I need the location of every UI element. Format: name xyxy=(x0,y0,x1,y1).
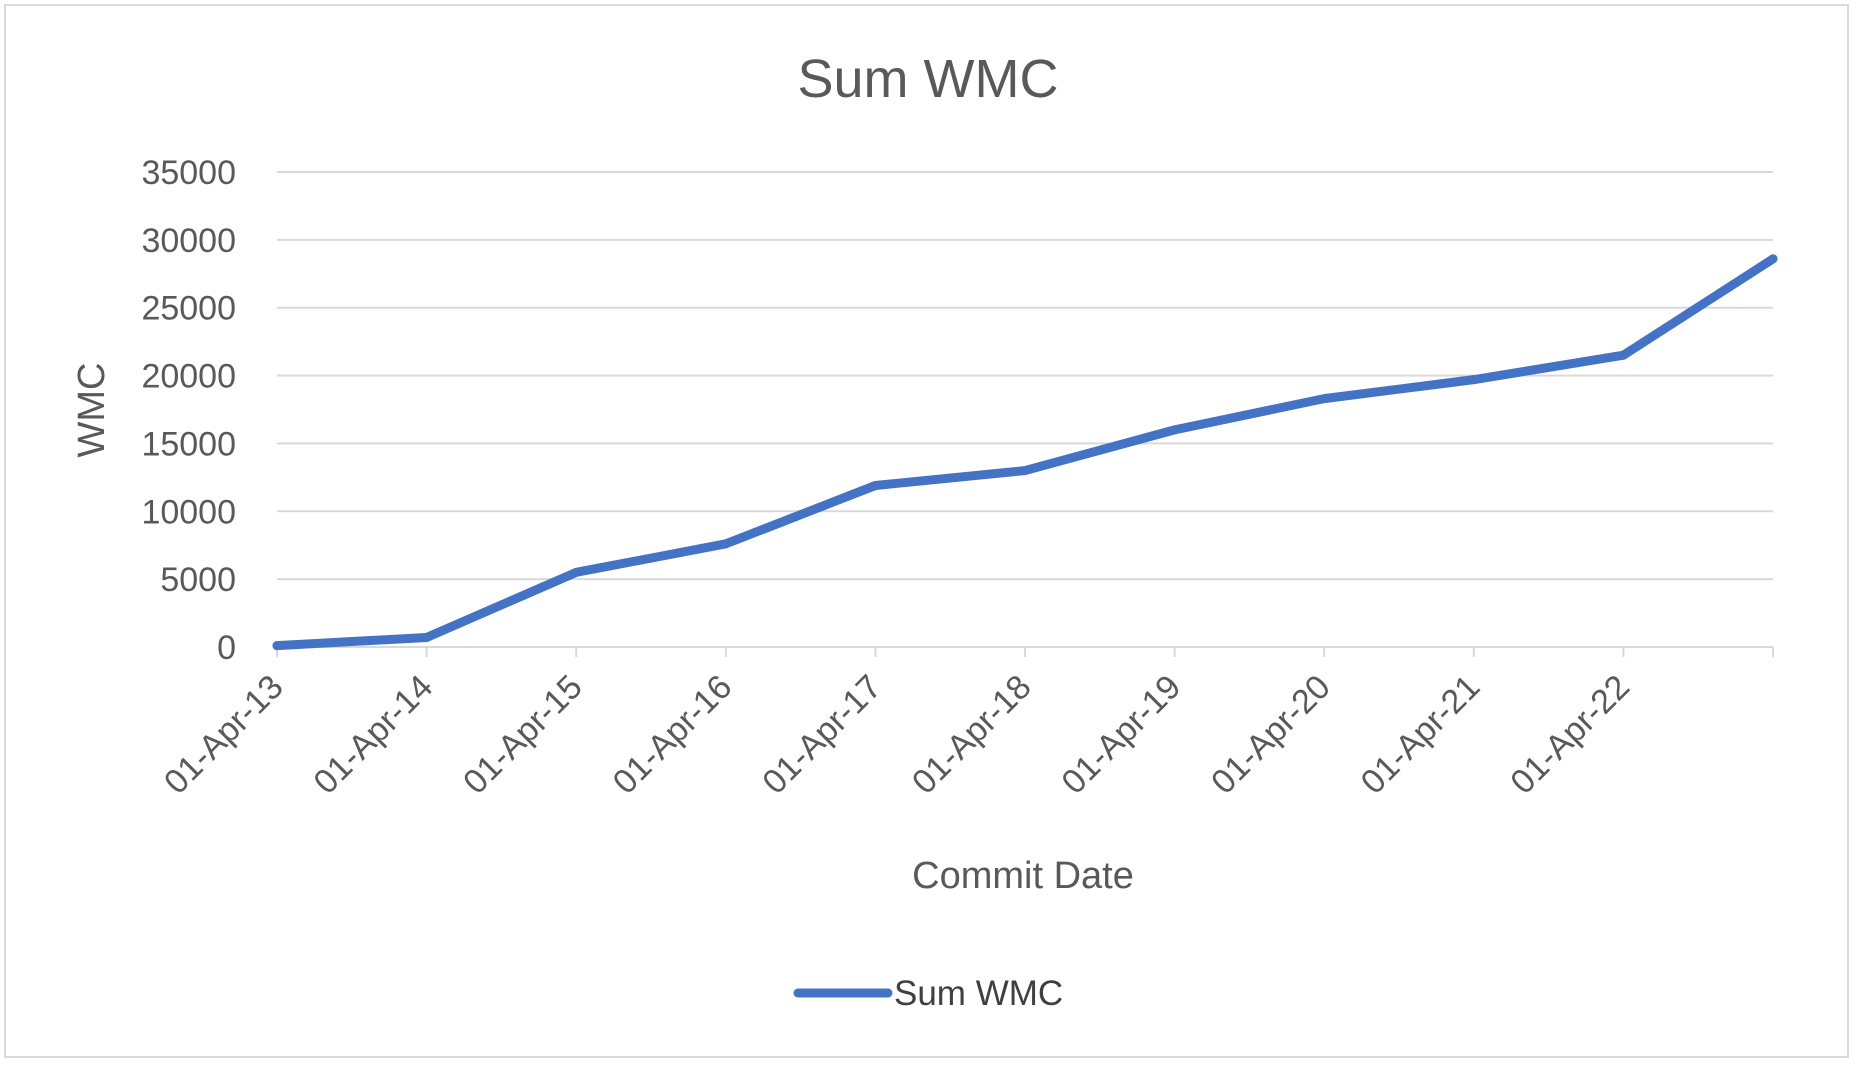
y-axis-tick-labels: 0 5000 10000 15000 20000 25000 30000 35000 xyxy=(141,154,236,667)
x-tick-label: 01-Apr-17 xyxy=(755,668,889,802)
chart-title: Sum WMC xyxy=(798,49,1059,109)
y-tick-label: 15000 xyxy=(141,425,236,463)
data-point xyxy=(1768,254,1778,264)
x-tick-label: 01-Apr-16 xyxy=(606,668,740,802)
legend: Sum WMC xyxy=(793,974,1063,1013)
x-tick-label: 01-Apr-20 xyxy=(1204,668,1338,802)
x-axis xyxy=(276,646,1774,657)
y-tick-label: 25000 xyxy=(141,290,236,328)
data-point xyxy=(870,481,880,490)
chart-frame xyxy=(4,4,1849,1058)
legend-label-sum-wmc: Sum WMC xyxy=(894,974,1063,1013)
data-point xyxy=(1469,375,1479,385)
x-tick-label: 01-Apr-19 xyxy=(1054,668,1188,802)
data-point xyxy=(571,567,581,577)
data-point xyxy=(1618,350,1628,360)
data-point xyxy=(1319,394,1329,404)
data-point xyxy=(1020,466,1030,476)
series-line-sum-wmc xyxy=(272,254,1778,651)
y-tick-label: 5000 xyxy=(160,561,236,599)
data-point xyxy=(1170,425,1180,435)
y-tick-label: 0 xyxy=(217,629,236,667)
x-tick-label: 01-Apr-22 xyxy=(1503,668,1637,802)
y-tick-label: 20000 xyxy=(141,358,236,396)
x-tick-label: 01-Apr-13 xyxy=(157,668,291,802)
x-tick-label: 01-Apr-14 xyxy=(306,668,440,802)
x-axis-tick-labels: 01-Apr-13 01-Apr-14 01-Apr-15 01-Apr-16 01-A… xyxy=(157,668,1637,802)
x-axis-title: Commit Date xyxy=(912,855,1134,897)
x-tick-label: 01-Apr-15 xyxy=(456,668,590,802)
grid-lines xyxy=(277,171,1773,581)
y-tick-label: 30000 xyxy=(141,222,236,260)
data-point xyxy=(422,633,432,642)
data-point xyxy=(272,641,282,651)
y-axis-title: WMC xyxy=(71,363,113,458)
x-tick-label: 01-Apr-18 xyxy=(905,668,1039,802)
data-point xyxy=(721,539,731,549)
series-layer xyxy=(272,254,1778,651)
x-tick-label: 01-Apr-21 xyxy=(1354,668,1488,802)
y-tick-label: 35000 xyxy=(141,154,236,192)
y-tick-label: 10000 xyxy=(141,493,236,531)
